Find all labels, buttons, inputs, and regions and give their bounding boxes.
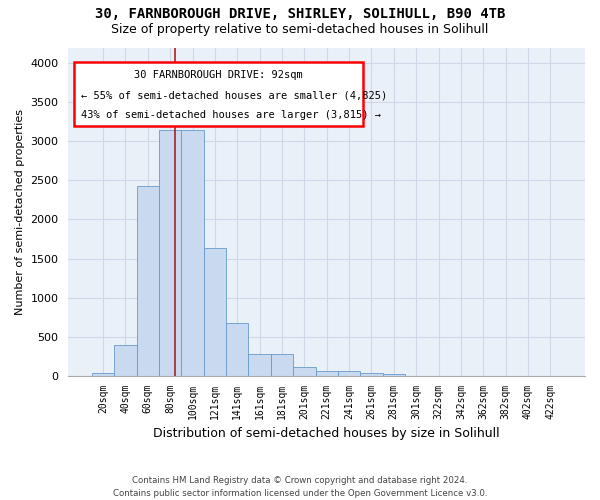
Bar <box>271 354 293 376</box>
Bar <box>293 367 316 376</box>
FancyBboxPatch shape <box>74 62 363 126</box>
Bar <box>360 372 383 376</box>
Bar <box>316 371 338 376</box>
Bar <box>248 354 271 376</box>
Text: 43% of semi-detached houses are larger (3,815) →: 43% of semi-detached houses are larger (… <box>82 110 382 120</box>
X-axis label: Distribution of semi-detached houses by size in Solihull: Distribution of semi-detached houses by … <box>154 427 500 440</box>
Bar <box>338 372 360 376</box>
Bar <box>159 130 181 376</box>
Bar <box>204 248 226 376</box>
Bar <box>137 186 159 376</box>
Bar <box>114 345 137 376</box>
Bar <box>181 130 204 376</box>
Text: Contains HM Land Registry data © Crown copyright and database right 2024.
Contai: Contains HM Land Registry data © Crown c… <box>113 476 487 498</box>
Y-axis label: Number of semi-detached properties: Number of semi-detached properties <box>15 108 25 314</box>
Text: Size of property relative to semi-detached houses in Solihull: Size of property relative to semi-detach… <box>112 22 488 36</box>
Bar <box>383 374 405 376</box>
Text: 30 FARNBOROUGH DRIVE: 92sqm: 30 FARNBOROUGH DRIVE: 92sqm <box>134 70 302 81</box>
Text: 30, FARNBOROUGH DRIVE, SHIRLEY, SOLIHULL, B90 4TB: 30, FARNBOROUGH DRIVE, SHIRLEY, SOLIHULL… <box>95 8 505 22</box>
Text: ← 55% of semi-detached houses are smaller (4,825): ← 55% of semi-detached houses are smalle… <box>82 90 388 100</box>
Bar <box>92 374 114 376</box>
Bar <box>226 324 248 376</box>
